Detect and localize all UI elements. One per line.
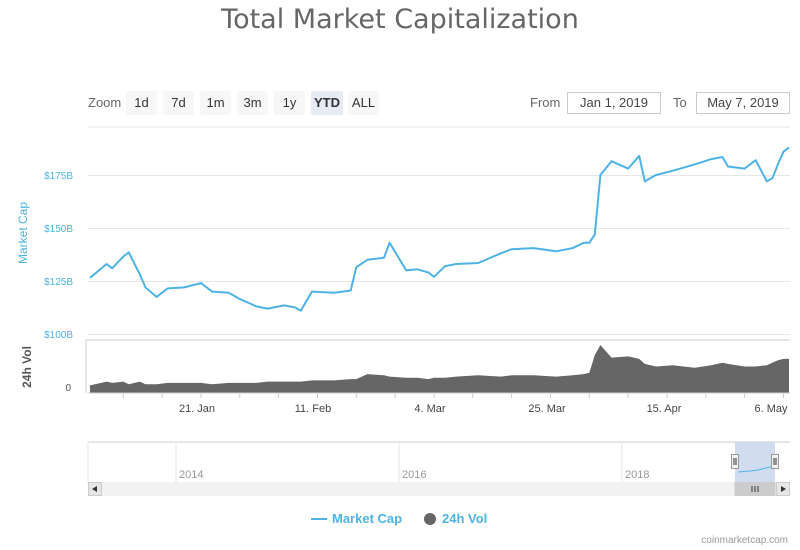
- to-date-input[interactable]: [696, 92, 790, 114]
- legend-label-24h-vol: 24h Vol: [442, 511, 487, 526]
- zoom-3m-button[interactable]: 3m: [237, 91, 268, 115]
- navigator-right-handle-box[interactable]: [771, 454, 779, 469]
- zoom-1y-button[interactable]: 1y: [274, 91, 305, 115]
- market-cap-line-series: [89, 146, 790, 312]
- x-tick-label: 4. Mar: [414, 403, 446, 415]
- zoom-label: Zoom: [88, 95, 122, 110]
- navigator-selection-mask[interactable]: [735, 442, 775, 482]
- legend: Market Cap 24h Vol: [311, 511, 487, 526]
- from-label: From: [530, 95, 561, 110]
- navigator-left-handle-box[interactable]: [731, 454, 739, 469]
- zoom-1m-button[interactable]: 1m: [200, 91, 231, 115]
- y-axis-title: Market Cap: [16, 202, 30, 264]
- scrollbar-track[interactable]: [88, 482, 790, 496]
- zoom-1d-button[interactable]: 1d: [126, 91, 157, 115]
- volume-area-series: [90, 345, 789, 393]
- navigator-tick-label: 2014: [179, 469, 203, 481]
- zoom-all-button[interactable]: ALL: [348, 91, 379, 115]
- from-date-input[interactable]: [567, 92, 661, 114]
- scrollbar[interactable]: [88, 482, 790, 496]
- navigator-left-handle[interactable]: [731, 454, 739, 469]
- to-label: To: [673, 95, 687, 110]
- y2-tick-label: 0: [65, 383, 71, 394]
- x-tick-label: 11. Feb: [295, 403, 332, 415]
- legend-item-market-cap[interactable]: Market Cap: [311, 511, 402, 526]
- legend-label-market-cap: Market Cap: [332, 511, 402, 526]
- navigator-tick-label: 2018: [625, 469, 649, 481]
- chart-title: Total Market Capitalization: [221, 4, 579, 35]
- x-tick-label: 15. Apr: [647, 403, 682, 415]
- x-tick-label: 6. May: [754, 403, 788, 415]
- y-tick-label: $125B: [44, 277, 73, 288]
- y2-axis-title: 24h Vol: [20, 346, 34, 388]
- navigator[interactable]: 2014 2016 2018: [87, 441, 790, 482]
- x-tick-label: 25. Mar: [528, 403, 566, 415]
- grid-lines: [88, 175, 790, 335]
- zoom-ytd-button[interactable]: YTD: [311, 91, 343, 115]
- credit-link[interactable]: coinmarketcap.com: [701, 535, 788, 546]
- arrow-left-icon: [92, 486, 97, 492]
- y-tick-label: $175B: [44, 171, 73, 182]
- navigator-tick-label: 2016: [402, 469, 426, 481]
- y-tick-label: $150B: [44, 224, 73, 235]
- x-tick-label: 21. Jan: [179, 403, 215, 415]
- zoom-7d-button[interactable]: 7d: [163, 91, 194, 115]
- navigator-right-handle[interactable]: [771, 454, 779, 469]
- y-tick-label: $100B: [44, 330, 73, 341]
- navigator-series-line: [737, 465, 775, 473]
- legend-item-24h-vol[interactable]: 24h Vol: [424, 511, 487, 526]
- arrow-right-icon: [781, 486, 786, 492]
- legend-circle-marker: [424, 513, 436, 525]
